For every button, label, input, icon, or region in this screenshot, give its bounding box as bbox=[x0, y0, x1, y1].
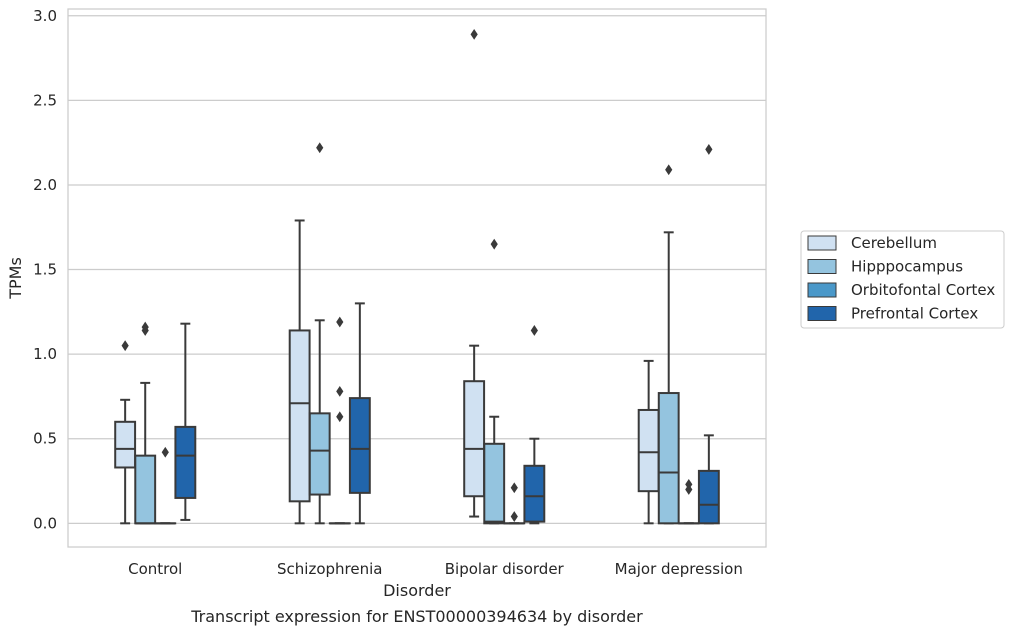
box bbox=[174, 322, 197, 521]
outlier-point bbox=[705, 144, 713, 155]
legend-frame bbox=[800, 230, 1005, 329]
outlier-point bbox=[530, 325, 538, 336]
box-iqr bbox=[288, 329, 311, 503]
box bbox=[523, 325, 546, 525]
y-tick-label: 2.0 bbox=[33, 176, 57, 194]
box-iqr bbox=[308, 412, 331, 496]
legend-item: Cerebellum bbox=[807, 234, 937, 252]
box-iqr bbox=[657, 392, 680, 525]
box bbox=[308, 142, 331, 525]
box-iqr bbox=[114, 420, 137, 469]
box-iqr bbox=[348, 397, 371, 494]
y-tick-label: 1.0 bbox=[33, 345, 57, 363]
box bbox=[503, 482, 526, 525]
outlier-point bbox=[336, 385, 344, 397]
y-tick-label: 2.5 bbox=[33, 91, 57, 109]
x-axis-title: Disorder bbox=[383, 581, 451, 600]
outlier-point bbox=[665, 164, 673, 176]
outlier-point bbox=[121, 340, 129, 352]
legend-label: Cerebellum bbox=[851, 234, 937, 252]
outlier-point bbox=[490, 238, 498, 250]
figure-caption: Transcript expression for ENST0000039463… bbox=[190, 607, 643, 626]
legend-swatch bbox=[807, 282, 837, 298]
box-iqr bbox=[134, 454, 157, 525]
box-iqr bbox=[523, 464, 546, 523]
outlier-point bbox=[510, 482, 518, 494]
box bbox=[288, 219, 311, 525]
y-tick-label: 0.0 bbox=[33, 514, 57, 532]
box bbox=[463, 28, 486, 518]
legend-item: Prefrontal Cortex bbox=[807, 305, 978, 323]
box bbox=[114, 340, 137, 525]
y-tick-label: 1.5 bbox=[33, 261, 57, 279]
box bbox=[483, 238, 506, 525]
x-tick-label: Major depression bbox=[615, 560, 743, 578]
box bbox=[348, 302, 371, 525]
legend-swatch bbox=[807, 235, 837, 251]
y-tick-label: 3.0 bbox=[33, 7, 57, 25]
legend-item: Orbitofontal Cortex bbox=[807, 281, 995, 299]
legend-item: Hipppocampus bbox=[807, 258, 963, 276]
legend-label: Prefrontal Cortex bbox=[851, 305, 978, 323]
box bbox=[677, 479, 700, 525]
outlier-point bbox=[336, 316, 344, 328]
box-iqr bbox=[174, 425, 197, 499]
legend-swatch bbox=[807, 306, 837, 321]
x-tick-label: Control bbox=[128, 560, 182, 578]
outlier-point bbox=[161, 446, 169, 458]
box bbox=[657, 164, 680, 525]
outlier-point bbox=[141, 321, 149, 333]
box bbox=[134, 321, 157, 525]
legend-swatch bbox=[807, 259, 837, 274]
y-tick-labels: 0.0 0.5 1.0 1.5 2.0 2.5 3.0 bbox=[33, 7, 57, 533]
y-axis-title: TPMs bbox=[6, 257, 25, 300]
box bbox=[328, 316, 351, 525]
y-tick-label: 0.5 bbox=[33, 430, 57, 448]
box-iqr bbox=[483, 442, 506, 525]
box-series-group bbox=[114, 28, 720, 525]
box bbox=[154, 446, 177, 525]
legend: Cerebellum Hipppocampus Orbitofontal Corte… bbox=[800, 230, 1005, 329]
box-iqr bbox=[697, 469, 720, 525]
x-tick-labels: Control Schizophrenia Bipolar disorder Majo… bbox=[128, 560, 743, 578]
outlier-point bbox=[470, 28, 478, 40]
outlier-point bbox=[685, 479, 693, 490]
box bbox=[637, 359, 660, 525]
outlier-point bbox=[316, 142, 324, 154]
legend-label: Hipppocampus bbox=[851, 258, 963, 276]
outlier-point bbox=[336, 411, 344, 423]
outlier-point bbox=[510, 511, 518, 522]
box-iqr bbox=[637, 408, 660, 493]
x-tick-label: Schizophrenia bbox=[277, 560, 382, 578]
plot-frame bbox=[67, 8, 767, 548]
legend-label: Orbitofontal Cortex bbox=[851, 281, 995, 299]
box bbox=[697, 144, 720, 525]
box-iqr bbox=[463, 380, 486, 498]
x-tick-label: Bipolar disorder bbox=[445, 560, 565, 578]
